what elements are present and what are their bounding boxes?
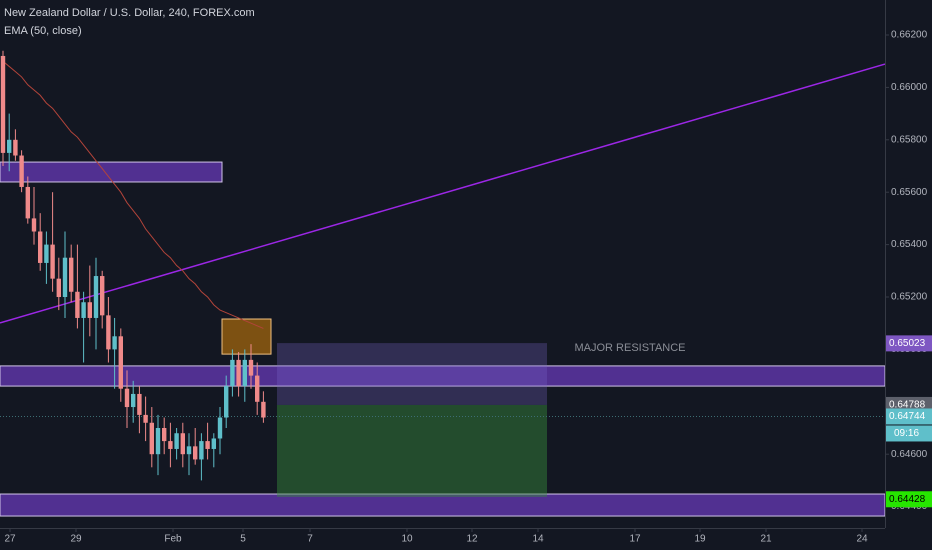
candle-body: [56, 278, 61, 297]
y-tick-label: 0.65600: [891, 187, 928, 198]
candle-body: [118, 336, 123, 389]
ema-line: [2, 60, 264, 329]
zone: [0, 161, 223, 183]
price-axis: [885, 0, 932, 550]
candle-body: [44, 244, 49, 263]
candle-body: [236, 359, 241, 387]
candle-body: [261, 401, 266, 418]
price-label: 0.64744: [889, 411, 926, 422]
candle-body: [217, 417, 223, 439]
candle-body: [186, 446, 192, 455]
y-tick-label: 0.65400: [891, 239, 928, 250]
candle-body: [255, 375, 260, 402]
candle-body: [100, 276, 105, 316]
y-tick-label: 0.66200: [891, 30, 928, 41]
indicator-label: EMA (50, close): [4, 25, 82, 37]
price-label-box: [886, 408, 932, 425]
x-tick-label: 14: [532, 534, 544, 545]
candle-body: [19, 155, 24, 187]
candle-body: [242, 359, 247, 387]
candle-body: [50, 244, 55, 279]
x-tick-label: 24: [856, 534, 868, 545]
x-tick-label: 12: [466, 534, 478, 545]
y-tick-label: 0.65200: [891, 292, 928, 303]
x-tick-label: 5: [240, 534, 246, 545]
candle-body: [193, 446, 198, 460]
candle-body: [112, 336, 117, 350]
price-label-box: [886, 491, 932, 508]
time-axis: [0, 528, 885, 550]
candle-body: [248, 359, 254, 376]
highlight-box: [221, 318, 272, 355]
price-label-box: [886, 335, 932, 352]
candle-body: [31, 218, 37, 232]
candle-body: [93, 276, 99, 318]
zone: [0, 493, 886, 517]
price-label: 0.64428: [889, 494, 926, 505]
price-label: 0.64788: [889, 400, 926, 411]
candle-body: [224, 386, 229, 418]
candle-body: [205, 441, 210, 449]
candle-body: [162, 428, 167, 442]
candle-body: [38, 231, 43, 263]
candle-body: [25, 186, 30, 219]
x-tick-label: 27: [4, 534, 16, 545]
candle-body: [0, 55, 6, 153]
candle-body: [106, 315, 111, 350]
candle-body: [168, 441, 173, 449]
candle-body: [137, 393, 142, 415]
x-tick-label: 17: [629, 534, 641, 545]
countdown-box: [886, 425, 932, 442]
y-tick-label: 0.66000: [891, 82, 928, 93]
candle-body: [69, 257, 74, 292]
x-tick-label: 10: [401, 534, 413, 545]
stop-zone: [277, 404, 547, 497]
x-tick-label: 21: [760, 534, 772, 545]
candle-body: [174, 433, 179, 449]
countdown: 09:16: [894, 428, 919, 439]
candle-body: [180, 433, 185, 455]
trendline: [0, 63, 886, 324]
candle-body: [75, 291, 80, 318]
candle-body: [149, 422, 154, 455]
candle-body: [13, 139, 18, 156]
candle-body: [7, 139, 12, 153]
chart-title: New Zealand Dollar / U.S. Dollar, 240, F…: [4, 7, 255, 19]
candle-body: [131, 393, 136, 408]
target-zone: [277, 343, 547, 405]
candle-body: [124, 388, 130, 408]
candle-body: [81, 302, 86, 318]
x-tick-label: 19: [694, 534, 706, 545]
annotation: MAJOR RESISTANCE: [574, 342, 685, 354]
x-tick-label: 29: [70, 534, 82, 545]
candle-body: [155, 428, 161, 455]
candle-body: [230, 359, 235, 387]
candle-body: [199, 441, 204, 460]
x-tick-label: Feb: [164, 534, 182, 545]
candle-body: [211, 438, 216, 449]
y-tick-label: 0.64600: [891, 449, 928, 460]
candle-body: [143, 414, 148, 423]
x-tick-label: 7: [307, 534, 313, 545]
candle-body: [62, 257, 68, 297]
y-tick-label: 0.65800: [891, 134, 928, 145]
price-label: 0.65023: [889, 338, 926, 349]
candle-body: [87, 302, 92, 318]
